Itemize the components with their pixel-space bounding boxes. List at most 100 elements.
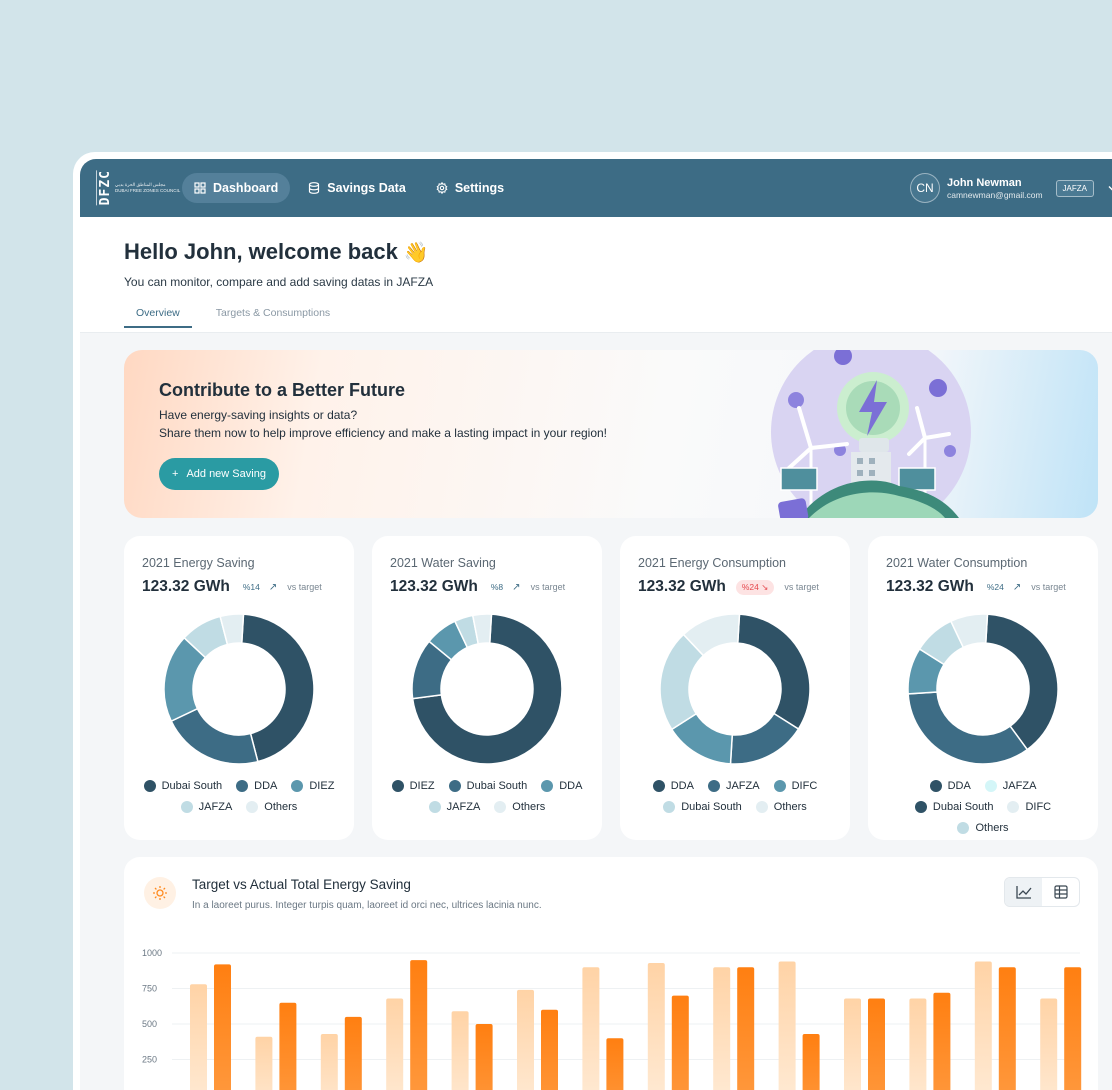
- legend-item[interactable]: JAFZA: [707, 780, 760, 792]
- card-water-consumption: 2021 Water Consumption 123.32 GWh %24 ↗ …: [868, 536, 1098, 840]
- target-bar[interactable]: [647, 962, 665, 1090]
- user-menu[interactable]: CN John Newman camnewman@gmail.com JAFZA: [910, 173, 1112, 203]
- donut-slice-others[interactable]: [682, 613, 741, 657]
- legend-item[interactable]: DIFC: [1007, 801, 1051, 813]
- legend-item[interactable]: JAFZA: [428, 801, 480, 813]
- sun-icon: [144, 877, 176, 909]
- donut-slice-dda[interactable]: [170, 707, 259, 765]
- greeting-text: Hello John, welcome back: [124, 239, 398, 264]
- legend-swatch: [448, 780, 461, 792]
- nav-settings-label: Settings: [454, 181, 505, 195]
- nav-savings-data[interactable]: Savings Data: [296, 173, 418, 203]
- y-tick-label: 1000: [142, 948, 162, 958]
- change-badge: %14: [242, 582, 260, 592]
- target-bar[interactable]: [386, 998, 404, 1090]
- legend-item[interactable]: DDA: [929, 780, 971, 792]
- legend-item[interactable]: DDA: [541, 780, 582, 792]
- card-value: 123.32 GWh: [142, 578, 230, 595]
- donut-slice-diez[interactable]: [411, 613, 563, 765]
- donut-slice-dda[interactable]: [736, 613, 811, 731]
- legend-swatch: [143, 780, 156, 792]
- actual-bar[interactable]: [671, 995, 689, 1090]
- actual-bar[interactable]: [868, 998, 885, 1090]
- line-chart-view-button[interactable]: [1005, 878, 1042, 906]
- legend-item[interactable]: DIFC: [773, 780, 817, 792]
- actual-bar[interactable]: [737, 967, 755, 1090]
- legend-swatch: [773, 780, 786, 792]
- bar-chart: 1000 750 500 250: [142, 948, 1082, 1090]
- target-bar[interactable]: [255, 1036, 273, 1090]
- actual-bar[interactable]: [541, 1009, 558, 1090]
- add-new-saving-button[interactable]: + Add new Saving: [159, 458, 279, 490]
- card-energy-saving: 2021 Energy Saving 123.32 GWh %14 ↗ vs t…: [124, 536, 354, 840]
- actual-bar[interactable]: [998, 967, 1016, 1090]
- trend-up-icon: ↗: [268, 581, 278, 593]
- legend-item[interactable]: Dubai South: [143, 780, 223, 792]
- target-bar[interactable]: [1040, 998, 1058, 1090]
- actual-bar[interactable]: [214, 964, 231, 1090]
- legend-item[interactable]: Others: [755, 801, 807, 813]
- target-bar[interactable]: [582, 967, 600, 1090]
- nav-settings[interactable]: Settings: [424, 173, 516, 203]
- legend-item[interactable]: DIEZ: [391, 780, 435, 792]
- plus-icon: +: [172, 468, 179, 480]
- chevron-down-icon[interactable]: [1107, 183, 1112, 193]
- legend-swatch: [707, 780, 720, 792]
- tab-overview[interactable]: Overview: [124, 307, 192, 328]
- donut-slice-dubai-south[interactable]: [907, 691, 1029, 765]
- actual-bar[interactable]: [606, 1038, 624, 1090]
- chart-view-toggle: [1004, 877, 1080, 907]
- donut-slice-others[interactable]: [471, 613, 493, 645]
- table-view-button[interactable]: [1042, 878, 1079, 906]
- legend-item[interactable]: JAFZA: [180, 801, 233, 813]
- legend-swatch: [957, 822, 970, 834]
- target-bar[interactable]: [517, 989, 534, 1090]
- actual-bar[interactable]: [933, 992, 951, 1090]
- actual-bar[interactable]: [279, 1002, 297, 1090]
- target-bar[interactable]: [190, 984, 207, 1090]
- target-bar[interactable]: [778, 961, 796, 1090]
- actual-bar[interactable]: [344, 1016, 362, 1090]
- legend-label: JAFZA: [198, 801, 233, 813]
- legend-label: DIFC: [1025, 801, 1052, 813]
- legend-swatch: [1007, 801, 1020, 813]
- change-badge: %8: [490, 582, 504, 592]
- target-bar[interactable]: [974, 961, 992, 1090]
- target-bar[interactable]: [844, 998, 861, 1090]
- legend-item[interactable]: Others: [246, 801, 297, 813]
- legend-item[interactable]: Others: [494, 801, 545, 813]
- card-energy-consumption: 2021 Energy Consumption 123.32 GWh %24 ↘…: [620, 536, 850, 840]
- donut-slice-others[interactable]: [219, 613, 245, 646]
- target-bar[interactable]: [320, 1033, 338, 1090]
- legend-label: JAFZA: [1002, 780, 1037, 792]
- top-navbar: DFZC مجلس المناطق الحرة بدبي DUBAI FREE …: [80, 159, 1112, 217]
- actual-bar[interactable]: [1064, 967, 1082, 1090]
- legend-item[interactable]: JAFZA: [984, 780, 1037, 792]
- tab-targets-consumptions[interactable]: Targets & Consumptions: [215, 307, 331, 319]
- legend-label: Dubai South: [161, 780, 223, 792]
- legend-swatch: [494, 801, 507, 813]
- actual-bar[interactable]: [475, 1024, 493, 1090]
- target-bar[interactable]: [451, 1011, 469, 1090]
- legend-item[interactable]: DIEZ: [291, 780, 334, 792]
- line-chart-icon: [1015, 886, 1031, 899]
- legend-item[interactable]: Dubai South: [448, 780, 527, 792]
- donut-slice-dubai-south[interactable]: [240, 613, 315, 763]
- dfzc-logo[interactable]: DFZC مجلس المناطق الحرة بدبي DUBAI FREE …: [96, 170, 182, 206]
- legend-label: Dubai South: [681, 801, 742, 813]
- legend-item[interactable]: DDA: [236, 780, 277, 792]
- trend-down-icon: ↘: [761, 581, 769, 592]
- donut-slice-jafza[interactable]: [949, 613, 989, 649]
- nav-dashboard[interactable]: Dashboard: [182, 173, 291, 203]
- chart-legend: DDA JAFZA Dubai South DIFC Others: [868, 780, 1098, 834]
- actual-bar[interactable]: [410, 960, 428, 1090]
- legend-item[interactable]: Dubai South: [914, 801, 993, 813]
- vs-target-label: vs target: [287, 582, 322, 592]
- legend-item[interactable]: Others: [957, 822, 1009, 834]
- actual-bar[interactable]: [802, 1033, 820, 1090]
- legend-item[interactable]: Dubai South: [663, 801, 742, 813]
- target-bar[interactable]: [713, 967, 731, 1090]
- target-bar[interactable]: [909, 998, 927, 1090]
- donut-slice-dda[interactable]: [984, 613, 1059, 751]
- legend-item[interactable]: DDA: [652, 780, 694, 792]
